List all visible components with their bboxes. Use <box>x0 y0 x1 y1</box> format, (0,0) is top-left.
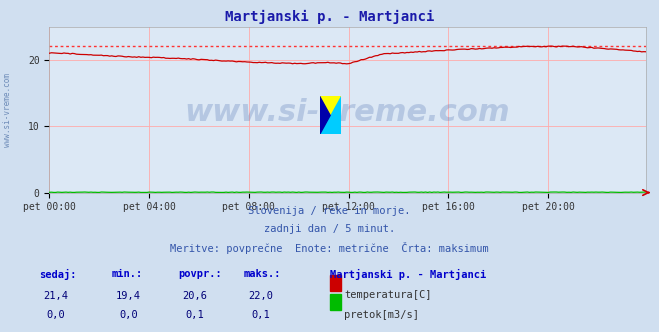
Text: temperatura[C]: temperatura[C] <box>344 290 432 300</box>
Text: 0,0: 0,0 <box>47 310 65 320</box>
Bar <box>330 275 341 290</box>
Text: Slovenija / reke in morje.: Slovenija / reke in morje. <box>248 206 411 216</box>
Text: povpr.:: povpr.: <box>178 269 221 279</box>
Polygon shape <box>320 96 341 134</box>
Text: Meritve: povprečne  Enote: metrične  Črta: maksimum: Meritve: povprečne Enote: metrične Črta:… <box>170 242 489 254</box>
Text: Martjanski p. - Martjanci: Martjanski p. - Martjanci <box>225 10 434 24</box>
Text: 21,4: 21,4 <box>43 290 69 300</box>
Text: www.si-vreme.com: www.si-vreme.com <box>185 98 511 127</box>
Text: sedaj:: sedaj: <box>40 269 77 280</box>
Bar <box>330 294 341 310</box>
Text: Martjanski p. - Martjanci: Martjanski p. - Martjanci <box>330 269 486 280</box>
Polygon shape <box>320 96 330 134</box>
Text: 0,1: 0,1 <box>251 310 270 320</box>
Text: 0,1: 0,1 <box>185 310 204 320</box>
Text: 0,0: 0,0 <box>119 310 138 320</box>
Text: www.si-vreme.com: www.si-vreme.com <box>3 73 13 146</box>
Text: zadnji dan / 5 minut.: zadnji dan / 5 minut. <box>264 224 395 234</box>
Text: 22,0: 22,0 <box>248 290 273 300</box>
Text: maks.:: maks.: <box>244 269 281 279</box>
Text: pretok[m3/s]: pretok[m3/s] <box>344 310 419 320</box>
Polygon shape <box>320 96 341 134</box>
Text: 20,6: 20,6 <box>182 290 207 300</box>
Text: min.:: min.: <box>112 269 143 279</box>
Text: 19,4: 19,4 <box>116 290 141 300</box>
